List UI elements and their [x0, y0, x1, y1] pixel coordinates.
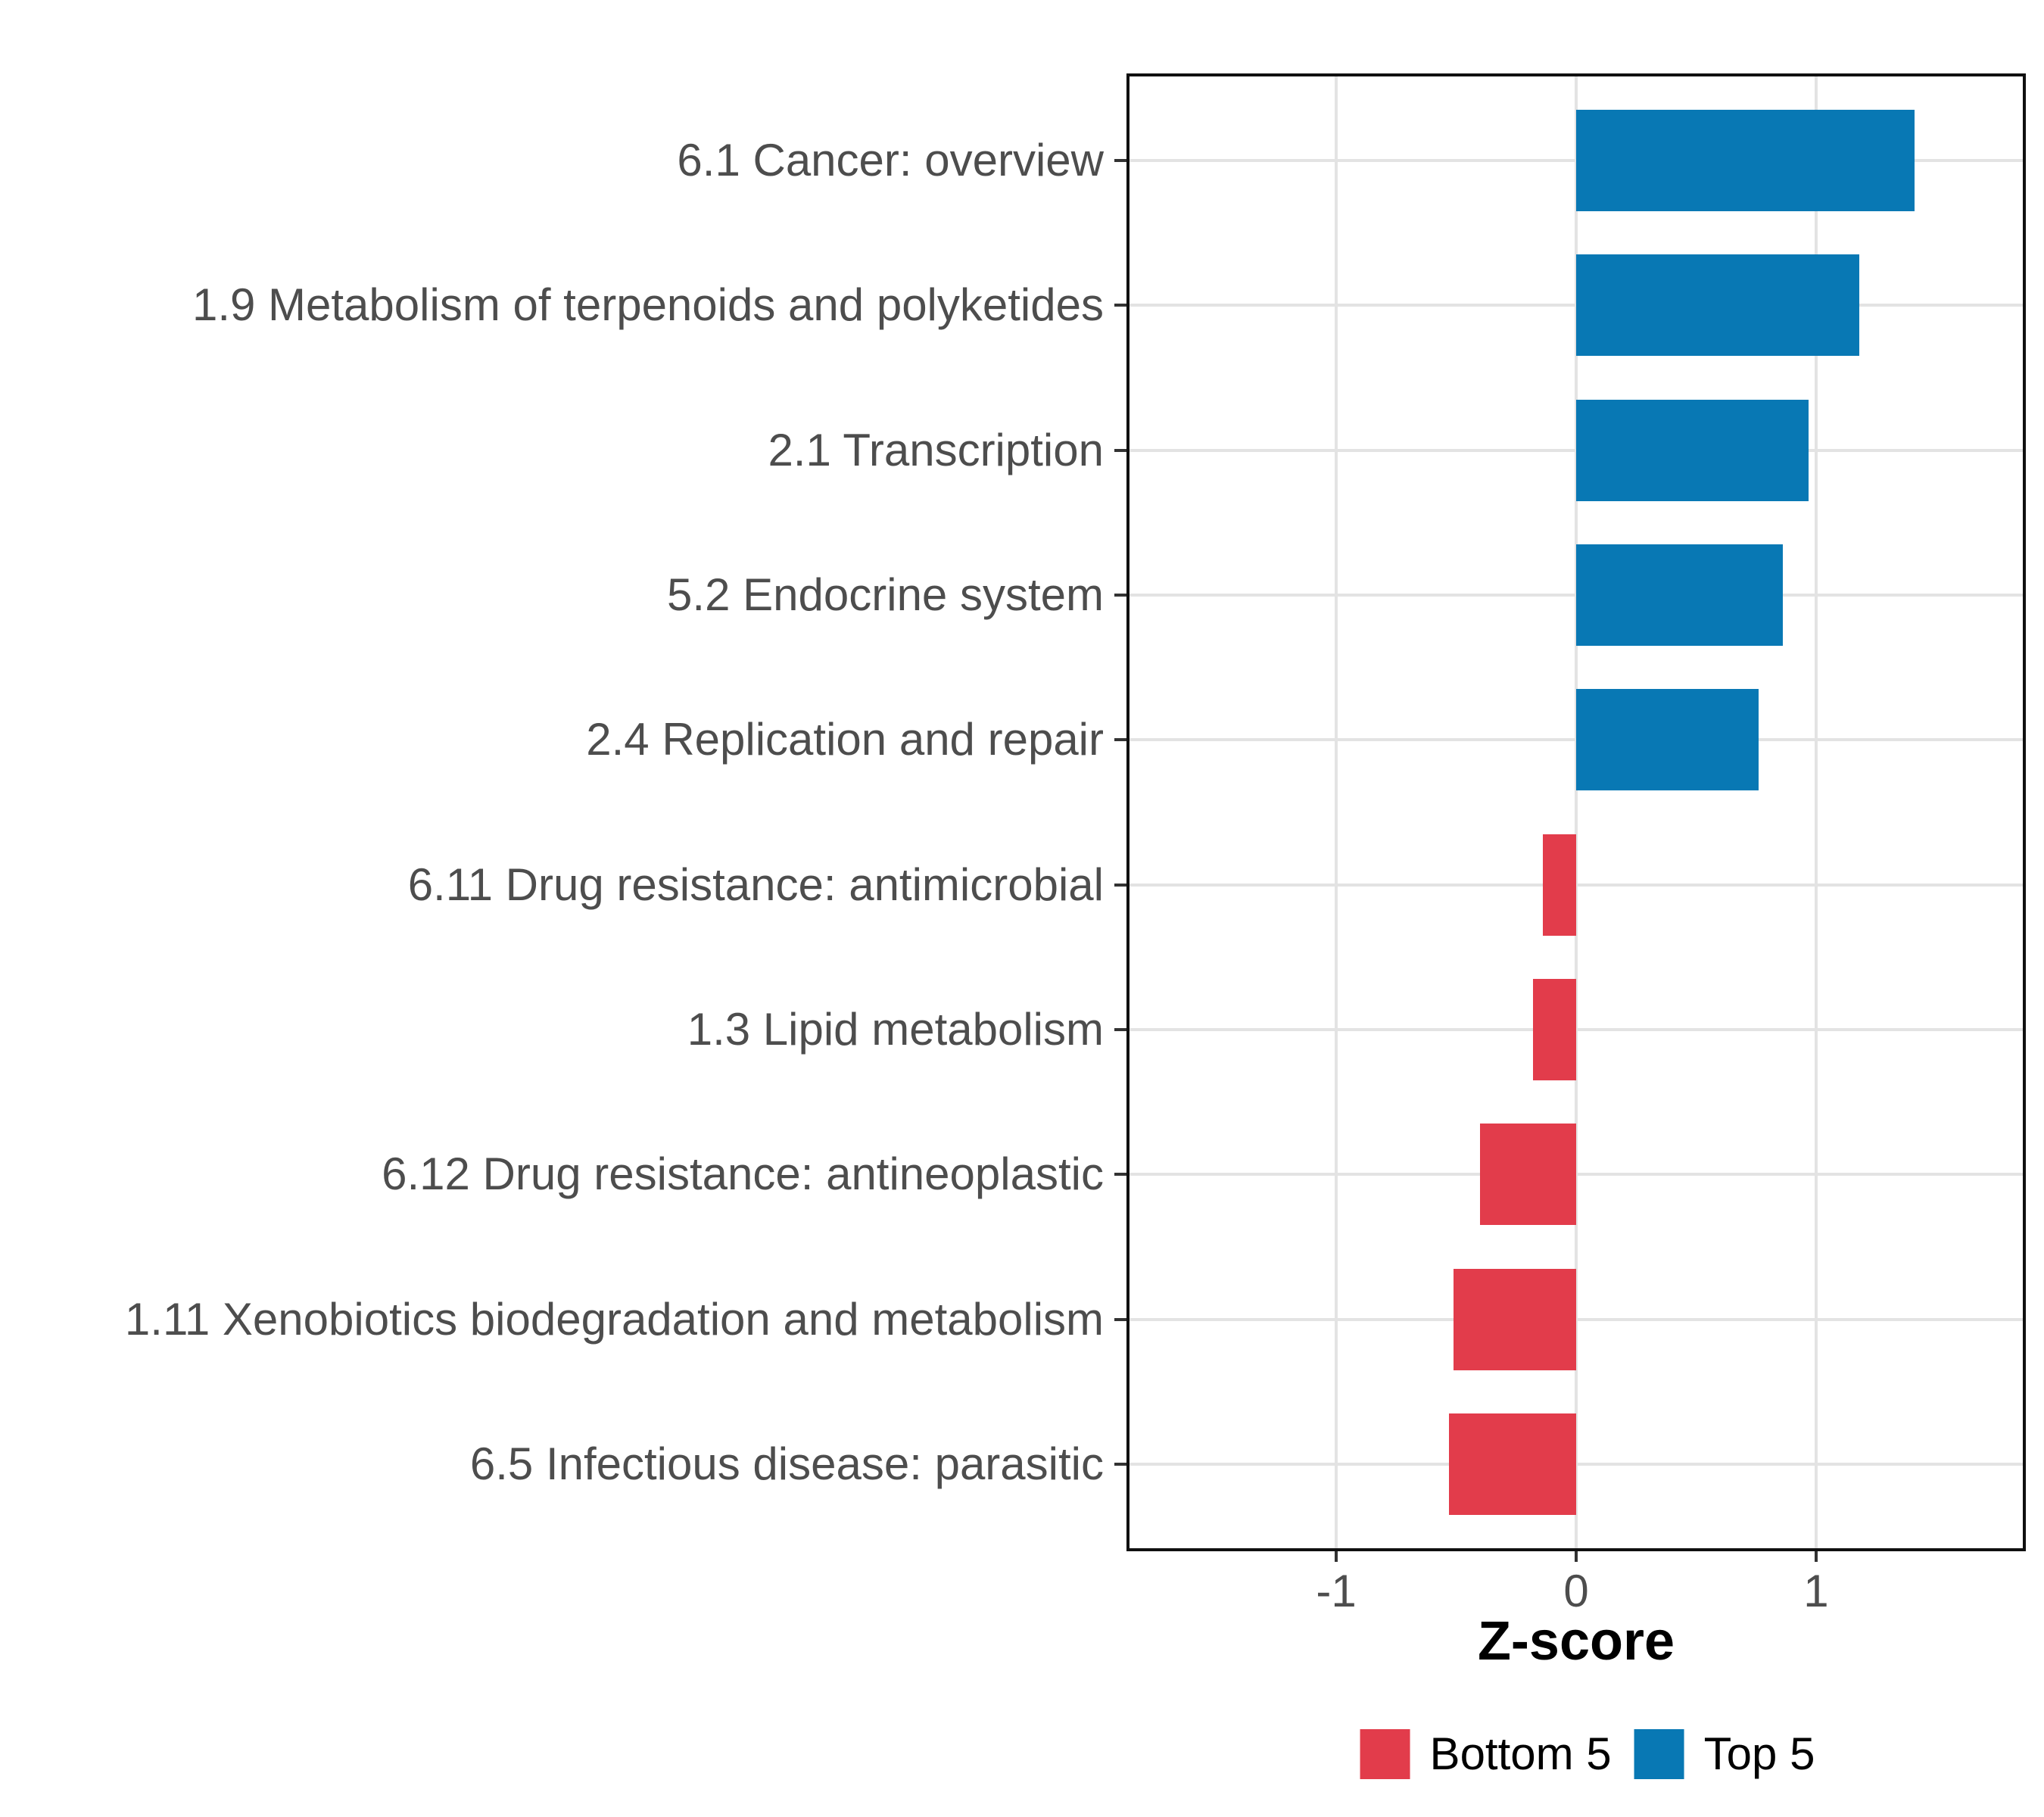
- y-axis-tick: [1114, 1028, 1126, 1032]
- y-axis-tick: [1114, 883, 1126, 887]
- x-axis-tick-label: 0: [1563, 1566, 1589, 1616]
- legend-item-bottom5: Bottom 5: [1360, 1729, 1612, 1779]
- bar-bottom5: [1449, 1413, 1576, 1516]
- y-axis-tick: [1114, 1463, 1126, 1466]
- y-axis-label: 6.1 Cancer: overview: [677, 134, 1104, 185]
- bar-top5: [1576, 399, 1809, 501]
- x-axis-tick: [1814, 1551, 1818, 1562]
- y-axis-label: 1.11 Xenobiotics biodegradation and meta…: [124, 1293, 1104, 1345]
- plot-panel: [1126, 73, 2026, 1551]
- x-axis-tick: [1575, 1551, 1578, 1562]
- y-axis-label: 5.2 Endocrine system: [667, 569, 1104, 620]
- legend-label-bottom5: Bottom 5: [1429, 1728, 1612, 1779]
- y-axis-tick: [1114, 1173, 1126, 1177]
- bar-bottom5: [1542, 834, 1576, 936]
- bar-top5: [1576, 254, 1860, 357]
- gridline-x--1: [1335, 73, 1338, 1551]
- y-axis-tick: [1114, 304, 1126, 307]
- x-axis-tick-label: -1: [1316, 1566, 1357, 1616]
- y-axis-tick: [1114, 593, 1126, 597]
- y-axis-label: 1.3 Lipid metabolism: [687, 1004, 1104, 1055]
- y-axis-label: 1.9 Metabolism of terpenoids and polyket…: [192, 279, 1104, 331]
- y-axis-label: 2.4 Replication and repair: [586, 714, 1104, 765]
- y-axis-label: 6.11 Drug resistance: antimicrobial: [407, 859, 1104, 910]
- bar-bottom5: [1454, 1268, 1576, 1370]
- gridline-y: [1126, 1173, 2026, 1177]
- legend-swatch-top5-icon: [1634, 1729, 1684, 1779]
- gridline-x-0: [1575, 73, 1578, 1551]
- x-axis-title: Z-score: [1477, 1611, 1675, 1672]
- gridline-y: [1126, 1028, 2026, 1032]
- gridline-y: [1126, 883, 2026, 887]
- legend: Bottom 5 Top 5: [1360, 1729, 1815, 1779]
- bar-bottom5: [1532, 979, 1576, 1081]
- gridline-x-1: [1814, 73, 1818, 1551]
- y-axis-tick: [1114, 1317, 1126, 1321]
- gridline-y: [1126, 1463, 2026, 1466]
- bar-top5: [1576, 689, 1759, 791]
- y-axis-label: 6.5 Infectious disease: parasitic: [469, 1438, 1104, 1490]
- x-axis-tick-label: 1: [1803, 1566, 1829, 1616]
- bar-bottom5: [1480, 1124, 1576, 1226]
- legend-item-top5: Top 5: [1634, 1729, 1815, 1779]
- y-axis-label: 2.1 Transcription: [768, 424, 1104, 475]
- legend-swatch-bottom5-icon: [1360, 1729, 1410, 1779]
- gridline-y: [1126, 1317, 2026, 1321]
- bar-top5: [1576, 109, 1915, 211]
- x-axis-tick: [1335, 1551, 1338, 1562]
- legend-label-top5: Top 5: [1703, 1728, 1815, 1779]
- bar-top5: [1576, 544, 1783, 646]
- y-axis-label: 6.12 Drug resistance: antineoplastic: [382, 1148, 1104, 1200]
- y-axis-tick: [1114, 158, 1126, 162]
- y-axis-tick: [1114, 738, 1126, 742]
- y-axis-tick: [1114, 448, 1126, 452]
